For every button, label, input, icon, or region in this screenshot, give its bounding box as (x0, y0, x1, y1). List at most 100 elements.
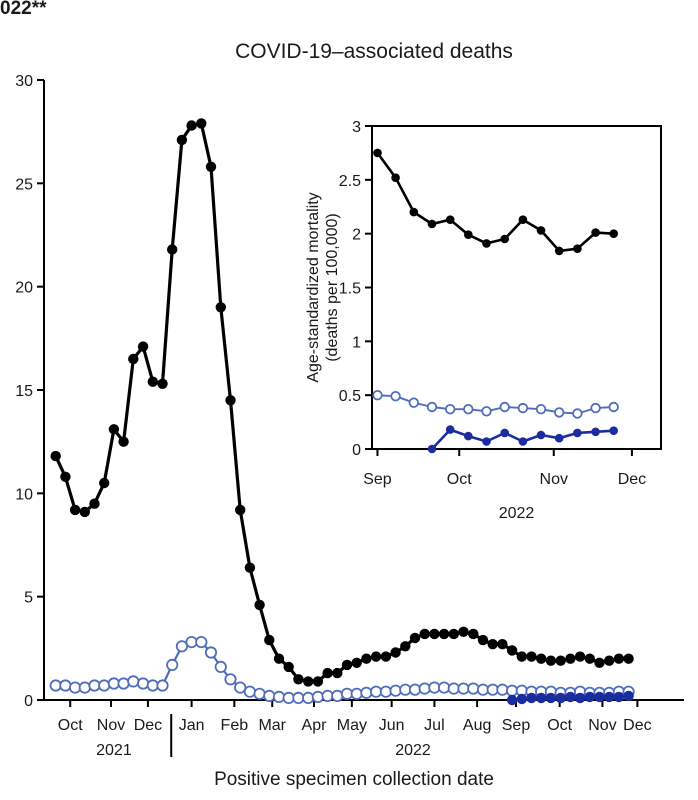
x-tick-label: Nov (97, 717, 125, 734)
x-tick-label: Oct (447, 471, 472, 488)
data-point-blue-open (272, 690, 286, 704)
data-point-blue-open (311, 690, 324, 704)
x-tick-label: Jan (179, 717, 205, 734)
data-point-black-filled (108, 424, 120, 435)
data-point-blue-open (350, 687, 363, 700)
x-tick-label: Apr (302, 717, 328, 734)
data-point-blue-open (418, 682, 431, 695)
data-point-navy-filled (594, 691, 605, 703)
data-point-black-filled (613, 653, 625, 664)
data-point-blue-open (499, 401, 510, 413)
data-point-black-filled (468, 628, 479, 640)
data-point-blue-open (408, 397, 420, 408)
y-tick-label: 5 (24, 590, 33, 607)
data-point-navy-filled (574, 692, 586, 704)
data-point-blue-open (372, 390, 383, 401)
data-point-blue-open (224, 673, 237, 686)
data-point-blue-open (463, 404, 474, 415)
year-label: 2021 (96, 742, 132, 759)
data-point-black-filled (518, 215, 528, 224)
data-point-black-filled (482, 239, 491, 248)
data-point-black-filled (370, 651, 382, 662)
data-point-black-filled (400, 641, 411, 652)
data-point-black-filled (574, 651, 586, 662)
data-point-black-filled (361, 653, 372, 664)
data-point-blue-open (467, 682, 480, 695)
x-tick-label: Sep (502, 717, 531, 734)
data-point-black-filled (448, 628, 459, 640)
data-point-blue-open (253, 687, 266, 700)
data-point-black-filled (390, 647, 401, 658)
data-point-navy-filled (506, 694, 518, 706)
data-point-black-filled (573, 244, 582, 253)
data-point-black-filled (293, 674, 304, 685)
data-point-black-filled (516, 651, 527, 662)
data-point-navy-filled (516, 693, 527, 705)
data-point-black-filled (594, 657, 605, 668)
data-point-navy-filled (536, 430, 546, 440)
y-axis-title-line: Age-standardized mortality (305, 192, 322, 382)
data-point-black-filled (609, 229, 618, 238)
data-point-black-filled (419, 628, 430, 640)
data-point-blue-open (535, 404, 547, 415)
y-tick-label: 2 (352, 227, 361, 244)
y-tick-label: 30 (15, 73, 33, 90)
data-point-blue-open (572, 408, 583, 419)
data-point-black-filled (623, 653, 634, 664)
y-tick-label: 2.5 (339, 173, 361, 190)
data-point-blue-open (426, 401, 438, 413)
data-point-black-filled (464, 230, 473, 239)
data-point-navy-filled (623, 690, 634, 702)
data-point-black-filled (487, 639, 498, 650)
data-point-black-filled (176, 134, 188, 146)
y-tick-label: 0.5 (339, 388, 361, 405)
data-point-navy-filled (518, 437, 528, 446)
data-point-black-filled (604, 655, 615, 666)
data-point-black-filled (303, 676, 314, 687)
data-point-black-filled (89, 498, 100, 509)
data-point-blue-open (214, 660, 227, 674)
data-point-black-filled (526, 651, 537, 662)
x-tick-label: Nov (588, 717, 616, 734)
data-point-blue-open (204, 646, 218, 659)
y-tick-label: 1 (352, 334, 361, 351)
data-point-navy-filled (500, 428, 510, 438)
x-tick-label: Aug (463, 717, 491, 734)
data-point-black-filled (69, 504, 81, 516)
x-tick-label: Jun (379, 717, 405, 734)
data-point-navy-filled (584, 691, 595, 703)
data-point-blue-open (457, 682, 470, 695)
data-point-black-filled (445, 215, 455, 224)
x-axis-title: Positive specimen collection date (214, 769, 494, 790)
data-point-blue-open (389, 684, 402, 697)
data-point-blue-open (137, 677, 150, 690)
data-point-blue-open (243, 685, 256, 698)
data-point-black-filled (565, 653, 576, 664)
data-point-navy-filled (445, 425, 455, 434)
data-point-blue-open (292, 691, 305, 705)
data-point-blue-open (127, 675, 140, 688)
data-point-blue-open (554, 407, 565, 418)
data-point-black-filled (50, 450, 61, 462)
data-point-black-filled (409, 632, 421, 644)
data-point-black-filled (99, 477, 110, 489)
data-point-blue-open (195, 635, 208, 649)
data-point-blue-open (175, 640, 188, 653)
y-tick-label: 25 (15, 176, 33, 193)
data-point-black-filled (555, 655, 566, 666)
data-point-black-filled (500, 234, 510, 244)
data-point-black-filled (391, 173, 400, 182)
data-point-blue-open (263, 689, 276, 703)
x-tick-label: Nov (540, 471, 568, 488)
data-point-blue-open (78, 681, 91, 694)
data-point-black-filled (283, 661, 294, 673)
data-point-navy-filled (554, 433, 564, 443)
data-point-black-filled (225, 395, 236, 406)
data-point-navy-filled (464, 431, 473, 441)
data-point-navy-filled (526, 692, 537, 704)
x-tick-label: Mar (258, 717, 286, 734)
x-tick-label: Dec (134, 717, 162, 734)
data-point-blue-open (590, 402, 601, 414)
data-point-black-filled (254, 599, 265, 611)
